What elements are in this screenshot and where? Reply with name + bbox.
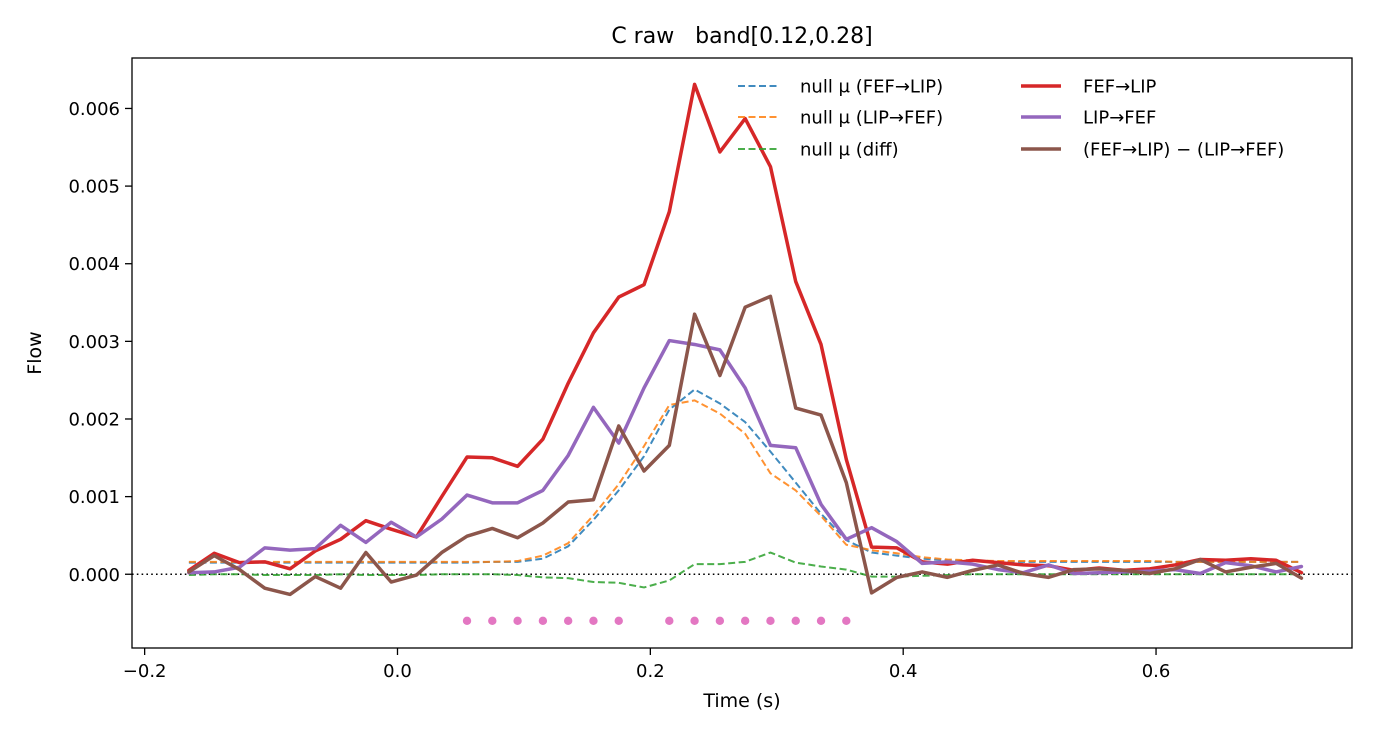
significance-marker [715,616,725,626]
legend-label: LIP→FEF [1083,108,1156,129]
x-tick-label: 0.0 [383,661,412,682]
x-tick-label: 0.4 [889,661,918,682]
y-tick-label: 0.004 [68,254,120,275]
y-axis-label: Flow [24,331,46,374]
significance-marker [665,616,674,626]
x-tick-label: 0.2 [636,661,665,682]
chart-title: C raw band[0.12,0.28] [611,24,872,49]
significance-marker [842,616,851,626]
significance-marker [816,616,826,626]
legend: null μ (FEF→LIP) null μ (LIP→FEF) null μ (… [738,77,1284,161]
significance-marker [462,616,472,626]
y-tick-label: 0.001 [68,487,120,508]
series-line-5 [187,294,1304,597]
x-axis-label: Time (s) [702,690,780,712]
y-tick-label: 0.002 [68,409,120,430]
series-line-2 [188,551,1302,589]
plot-frame [131,57,1353,649]
legend-label: null μ (FEF→LIP) [800,77,943,98]
significance-marker [740,616,750,626]
significance-marker [791,616,800,626]
x-tick-label: 0.6 [1142,661,1171,682]
significance-marker [563,616,573,626]
legend-label: (FEF→LIP) − (LIP→FEF) [1083,140,1284,161]
y-tick-label: 0.005 [68,177,120,198]
y-tick-label: 0.006 [68,99,120,120]
legend-label: FEF→LIP [1083,77,1156,98]
significance-marker [690,616,699,626]
series-line-4 [187,338,1304,576]
legend-label: null μ (diff) [800,140,899,161]
significance-marker [538,616,548,626]
significance-marker [589,616,598,626]
y-tick-label: 0.003 [68,332,120,353]
significance-marker [766,616,775,626]
significance-marker [488,616,497,626]
legend-label: null μ (LIP→FEF) [800,108,943,129]
significance-marker [513,616,522,626]
x-tick-label: −0.2 [123,661,167,682]
significance-marker [614,616,623,626]
y-tick-label: 0.000 [68,565,120,586]
